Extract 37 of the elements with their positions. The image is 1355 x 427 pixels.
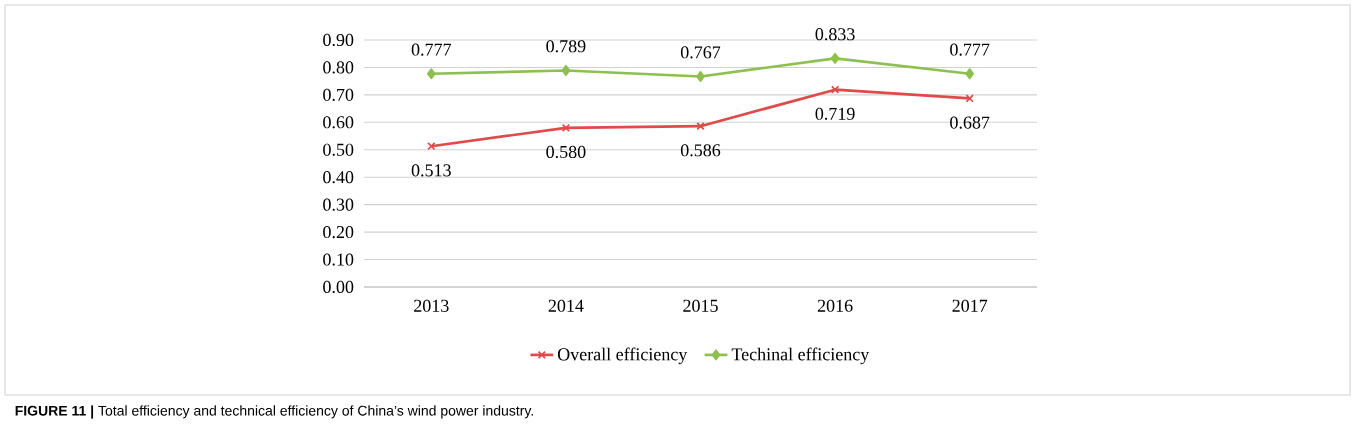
y-tick-label: 0.70 <box>323 88 354 101</box>
data-label: 0.777 <box>950 43 990 56</box>
x-tick-label: 2014 <box>548 299 584 312</box>
data-label: 0.833 <box>815 28 855 41</box>
x-tick-label: 2013 <box>414 299 449 312</box>
y-tick-label: 0.90 <box>323 33 354 47</box>
point <box>561 123 571 132</box>
point <box>696 122 705 131</box>
data-label: 0.719 <box>815 107 855 120</box>
data-label: 0.586 <box>680 144 721 157</box>
legend-label: Overall efficiency <box>557 347 688 365</box>
point <box>561 64 571 76</box>
x-tick-label: 2017 <box>952 299 988 312</box>
y-tick-label: 0.30 <box>323 198 354 211</box>
x-tick-label: 2015 <box>683 299 718 312</box>
data-label: 0.687 <box>950 116 990 129</box>
y-tick-label: 0.00 <box>323 280 354 294</box>
legend-label: Techinal efficiency <box>731 347 870 365</box>
y-tick-label: 0.80 <box>323 61 354 74</box>
data-label: 0.789 <box>546 40 586 53</box>
point <box>427 142 436 151</box>
point <box>965 94 974 103</box>
y-tick-label: 0.10 <box>323 253 354 266</box>
text: FIGURE 11 | Total efficiency and technical efficiency of China’s wind power industry. <box>15 405 533 419</box>
data-label: 0.513 <box>411 164 451 177</box>
data-label: 0.767 <box>680 46 721 59</box>
point <box>965 68 975 80</box>
point <box>426 68 436 80</box>
x-tick-label: 2016 <box>817 299 853 312</box>
data-label: 0.777 <box>411 43 452 56</box>
y-tick-label: 0.20 <box>323 225 354 239</box>
data-label: 0.580 <box>546 145 586 159</box>
point <box>830 52 840 64</box>
y-tick-label: 0.60 <box>323 116 354 129</box>
point <box>830 85 840 94</box>
y-tick-label: 0.50 <box>323 143 354 156</box>
y-tick-label: 0.40 <box>323 171 354 184</box>
